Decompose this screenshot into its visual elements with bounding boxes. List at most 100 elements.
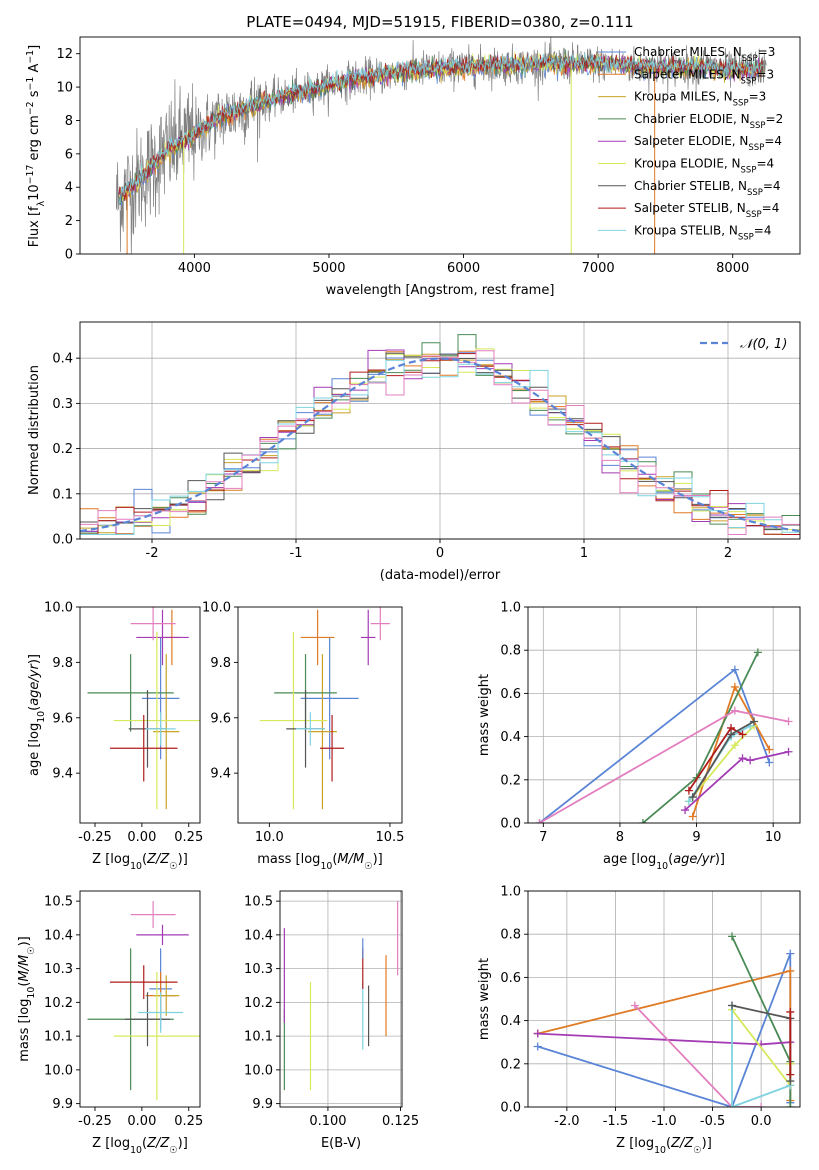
y-tick-label: 10.4 [244,928,273,943]
panel-spectrum: 4000 5000 6000 7000 8000 0 2 4 6 8 10 12 [56,36,801,276]
weight-line [684,750,789,811]
x-tick-label: -2.0 [554,1114,579,1129]
legend-label: Kroupa ELODIE, NSSP=4 [634,157,774,176]
weight-marker [746,756,755,765]
panel-weight-vs-age: 7 8 9 10 0.0 0.2 0.4 0.6 0.8 1.0 [500,601,801,845]
x-tick-label: 6000 [447,261,480,276]
x-tick-label: 5000 [312,261,345,276]
x-tick-label: 0.25 [174,830,203,845]
y-tick-label: 9.6 [52,711,73,726]
weight-marker [738,754,747,763]
axes-frame [527,606,801,824]
axes-frame [279,890,403,1108]
axes-frame [79,606,201,824]
y-tick-label: 0.6 [500,687,521,702]
y-tick-label: 10.0 [44,1063,73,1078]
weight-marker [786,966,795,975]
x-tick-label: 4000 [178,261,211,276]
y-tick-label: 10.0 [244,1063,273,1078]
weight-marker [786,949,795,958]
legend-label: Chabrier STELIB, NSSP=4 [634,179,781,198]
x-tick-label: -0.25 [78,830,112,845]
y-axis-label: age [log10(age/yr)] [27,654,47,776]
x-axis-label: age [log10(age/yr)] [603,852,725,872]
legend-label: Kroupa STELIB, NSSP=4 [634,223,772,242]
weight-marker [638,819,647,823]
weight-marker [738,730,747,739]
y-tick-label: 10.3 [244,962,273,977]
x-tick-label: -1.5 [603,1114,628,1129]
weight-marker [728,1001,736,1010]
y-tick-label: 0.2 [500,773,521,788]
x-tick-label: 0.125 [382,1114,419,1129]
y-tick-label: 0.4 [500,1014,521,1029]
x-axis-label: Z [log10(Z/Z☉)] [92,852,188,872]
y-tick-label: 0.0 [500,1101,521,1116]
plot-area [87,901,200,1101]
weight-marker [681,806,690,815]
chart-title: PLATE=0494, MJD=51915, FIBERID=0380, z=0… [246,13,633,31]
weight-marker [533,1029,542,1038]
histogram-step [80,350,800,539]
panel-age-vs-mass: 10.0 10.5 9.4 9.6 9.8 10.0 [202,601,404,846]
axes-frame [79,36,801,255]
x-tick-label: 8000 [716,261,749,276]
x-axis-label: (data-model)/error [380,568,501,583]
y-tick-label: 1.0 [500,601,521,616]
y-tick-label: 10.5 [244,895,273,910]
y-axis-label: Normed distribution [27,365,42,495]
weight-marker [688,793,697,802]
weight-marker [688,812,697,821]
x-axis-label: Z [log10(Z/Z☉)] [616,1136,712,1156]
spectrum-model-line [118,53,764,206]
plot-area [535,648,793,823]
x-tick-label: 0.00 [127,830,156,845]
weight-marker [728,932,736,941]
weight-marker [765,758,774,767]
legend-label: Salpeter MILES, NSSP=3 [634,67,774,86]
y-axis-label: mass weight [477,958,492,1040]
y-axis-label: Flux [fλ10−17 erg cm−2 s−1 A−1] [25,45,47,247]
y-tick-label: 0.2 [52,442,73,457]
legend-label: 𝒩(0, 1) [740,337,787,352]
x-tick-label: 9 [692,830,700,845]
weight-marker [786,1070,795,1079]
weight-marker [730,706,739,715]
y-tick-label: 10.0 [44,601,73,616]
legend-label: Chabrier ELODIE, NSSP=2 [634,112,783,131]
weight-marker [730,741,739,750]
y-axis-label: mass weight [477,674,492,756]
y-tick-label: 9.4 [210,767,231,782]
weight-marker [765,745,774,754]
plot-area [87,607,200,810]
y-tick-label: 9.4 [52,767,73,782]
legend-label: Kroupa MILES, NSSP=3 [634,90,766,109]
y-tick-label: 10.2 [44,996,73,1011]
x-tick-label: 10 [765,830,782,845]
y-tick-label: 0.4 [500,730,521,745]
legend-label: Salpeter ELODIE, NSSP=4 [634,134,782,153]
weight-marker [730,682,739,691]
y-tick-label: 0.4 [52,352,73,367]
y-tick-label: 0.0 [500,817,521,832]
x-tick-label: 2 [724,546,732,561]
y-tick-label: 0.2 [500,1057,521,1072]
weight-marker [784,747,793,756]
plot-area [533,932,795,1107]
y-tick-label: 10.1 [244,1030,273,1045]
y-tick-label: 0.3 [52,397,73,412]
y-tick-label: 10.0 [202,601,231,616]
x-tick-label: 7 [539,830,547,845]
y-tick-label: 9.6 [210,711,231,726]
x-tick-label: -0.25 [78,1114,112,1129]
weight-line [634,1004,762,1107]
y-tick-label: 10.3 [44,962,73,977]
y-tick-label: 8 [65,114,73,129]
weight-marker [535,819,544,823]
legend: Chabrier MILES, NSSP=3 Salpeter MILES, NS… [598,45,783,242]
y-tick-label: 10.4 [44,928,73,943]
x-tick-label: 10.5 [375,830,404,845]
x-tick-label: -1.0 [651,1114,676,1129]
y-tick-label: 10 [56,81,73,96]
